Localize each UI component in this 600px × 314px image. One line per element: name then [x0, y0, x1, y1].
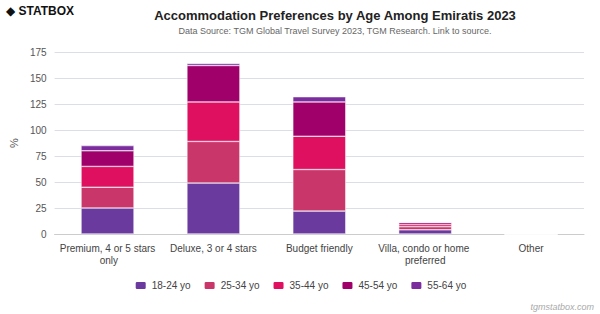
svg-text:175: 175: [30, 47, 47, 58]
svg-text:18-24 yo: 18-24 yo: [152, 280, 191, 291]
svg-text:25: 25: [35, 203, 47, 214]
svg-text:%: %: [8, 138, 20, 148]
svg-text:55-64 yo: 55-64 yo: [427, 280, 466, 291]
svg-text:Budget friendly: Budget friendly: [286, 243, 353, 254]
svg-text:preferred: preferred: [405, 255, 446, 266]
svg-text:25-34 yo: 25-34 yo: [221, 280, 260, 291]
svg-text:125: 125: [30, 99, 47, 110]
svg-text:◆ STATBOX: ◆ STATBOX: [6, 4, 74, 18]
svg-text:only: only: [97, 255, 118, 266]
svg-text:50: 50: [35, 177, 47, 188]
svg-text:Other: Other: [519, 243, 545, 254]
svg-text:35-44 yo: 35-44 yo: [290, 280, 329, 291]
svg-text:150: 150: [30, 73, 47, 84]
svg-text:Deluxe, 3 or 4 stars: Deluxe, 3 or 4 stars: [170, 243, 257, 254]
svg-text:45-54 yo: 45-54 yo: [358, 280, 397, 291]
svg-text:0: 0: [41, 229, 47, 240]
svg-text:75: 75: [35, 151, 47, 162]
svg-text:Accommodation Preferences by A: Accommodation Preferences by Age Among E…: [154, 8, 516, 23]
svg-text:Data Source: TGM Global Travel: Data Source: TGM Global Travel Survey 20…: [179, 26, 492, 36]
svg-text:Premium, 4 or 5 stars: Premium, 4 or 5 stars: [60, 243, 156, 254]
svg-text:tgmstatbox.com: tgmstatbox.com: [530, 302, 594, 312]
svg-text:Villa, condo or home: Villa, condo or home: [378, 243, 472, 254]
svg-text:100: 100: [30, 125, 47, 136]
